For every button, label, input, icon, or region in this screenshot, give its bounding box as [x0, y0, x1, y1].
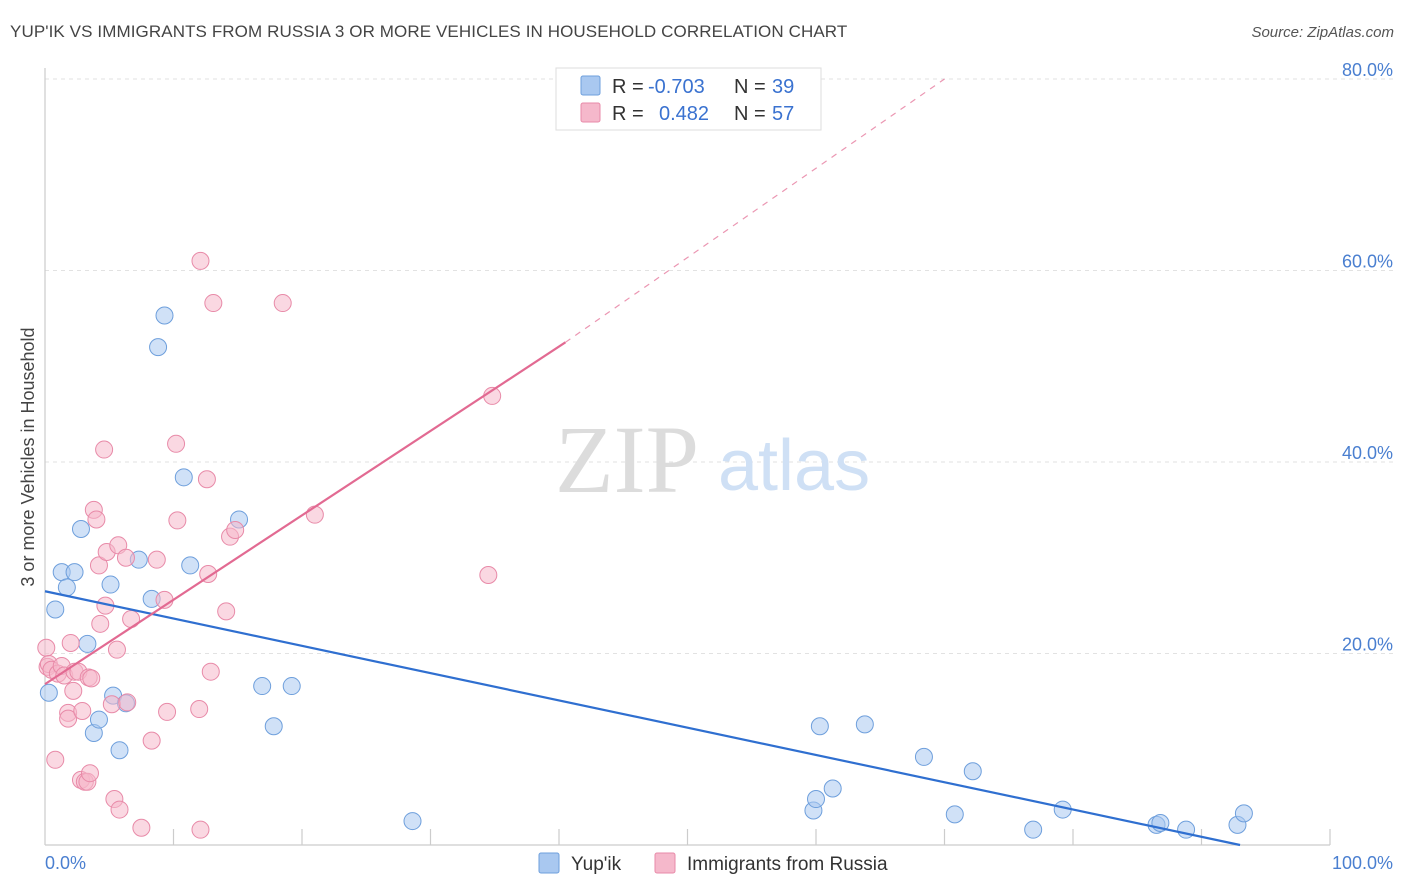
point-yupik — [282, 677, 301, 696]
point-yupik — [89, 710, 108, 729]
legend-r-label: R = — [612, 76, 644, 98]
point-yupik — [403, 812, 422, 831]
bottom-legend-swatch-russia — [654, 852, 676, 874]
correlation-legend: R = -0.703 N = 39 R = 0.482 N = 57 — [555, 67, 822, 131]
trend-lines — [44, 78, 1241, 847]
legend-n-label: N = — [734, 103, 766, 125]
point-russia — [116, 548, 135, 567]
legend-n-value: 39 — [772, 76, 794, 98]
point-yupik — [39, 683, 58, 702]
point-yupik — [1024, 820, 1043, 839]
legend-r-label: R = — [612, 103, 644, 125]
legend-r-value: -0.703 — [648, 76, 705, 98]
trend-line-russia-extension — [565, 78, 945, 343]
point-yupik — [807, 790, 825, 809]
legend-swatch-yupik — [580, 75, 601, 96]
point-yupik — [945, 805, 964, 824]
point-russia — [87, 510, 106, 529]
y-tick-label: 20.0% — [1342, 635, 1393, 655]
point-russia — [102, 695, 121, 714]
y-tick-label: 80.0% — [1342, 60, 1393, 80]
point-russia — [158, 702, 177, 721]
point-yupik — [71, 520, 90, 539]
point-yupik — [1234, 804, 1253, 823]
point-yupik — [181, 556, 200, 575]
x-axis-ticks — [172, 829, 1331, 845]
point-yupik — [264, 717, 283, 736]
point-russia — [95, 440, 114, 459]
point-russia — [217, 602, 236, 621]
point-russia — [191, 820, 210, 839]
point-russia — [89, 556, 108, 575]
point-russia — [46, 750, 65, 769]
point-russia — [305, 505, 324, 524]
x-tick-label-min: 0.0% — [45, 853, 86, 873]
point-yupik — [174, 468, 193, 487]
point-yupik — [253, 677, 272, 696]
point-yupik — [101, 575, 120, 594]
point-yupik — [149, 338, 168, 357]
point-russia — [82, 669, 101, 688]
trend-line-russia — [44, 341, 567, 686]
point-yupik — [57, 578, 76, 597]
source-label: Source: ZipAtlas.com — [1251, 24, 1394, 41]
point-russia — [37, 638, 56, 657]
bottom-legend-label-russia: Immigrants from Russia — [687, 854, 888, 875]
y-tick-label: 60.0% — [1342, 252, 1393, 272]
legend-r-value: 0.482 — [659, 103, 709, 125]
y-axis-label: 3 or more Vehicles in Household — [18, 327, 38, 586]
series-legend: Yup'ik Immigrants from Russia — [538, 852, 888, 875]
point-russia — [204, 294, 223, 313]
point-yupik — [155, 306, 174, 325]
point-russia — [273, 294, 292, 313]
point-russia — [59, 709, 78, 728]
point-yupik — [46, 600, 65, 619]
point-yupik — [963, 762, 982, 781]
y-tick-label: 40.0% — [1342, 443, 1393, 463]
point-russia — [91, 614, 110, 633]
point-russia — [201, 662, 220, 681]
point-russia — [132, 818, 151, 837]
watermark-zip: ZIP — [555, 406, 699, 513]
point-russia — [168, 511, 187, 530]
data-points — [37, 251, 1253, 839]
point-russia — [167, 434, 186, 453]
x-tick-label-max: 100.0% — [1332, 853, 1393, 873]
point-yupik — [78, 634, 97, 653]
point-russia — [190, 700, 209, 719]
y-tick-labels: 20.0% 40.0% 60.0% 80.0% — [1342, 60, 1393, 655]
point-yupik — [65, 563, 84, 582]
point-russia — [110, 800, 129, 819]
trend-line-yupik — [44, 590, 1241, 847]
point-russia — [147, 550, 166, 569]
point-yupik — [914, 747, 933, 766]
point-russia — [191, 251, 210, 270]
point-yupik — [823, 779, 842, 798]
legend-n-label: N = — [734, 76, 766, 98]
point-yupik — [110, 741, 129, 760]
point-russia — [479, 565, 498, 584]
point-russia — [142, 731, 161, 750]
point-russia — [226, 520, 245, 539]
point-russia — [64, 681, 83, 700]
point-russia — [197, 470, 216, 489]
point-russia — [107, 640, 126, 659]
grid — [45, 78, 1393, 654]
point-yupik — [855, 715, 874, 734]
point-russia — [199, 565, 218, 584]
bottom-legend-swatch-yupik — [538, 852, 560, 874]
point-russia — [80, 764, 99, 783]
legend-swatch-russia — [580, 102, 601, 123]
legend-n-value: 57 — [772, 103, 794, 125]
point-russia — [61, 633, 80, 652]
point-russia — [118, 693, 137, 712]
bottom-legend-label-yupik: Yup'ik — [571, 854, 622, 875]
chart-title: YUP'IK VS IMMIGRANTS FROM RUSSIA 3 OR MO… — [10, 22, 848, 41]
point-russia — [73, 701, 92, 720]
watermark-atlas: atlas — [718, 426, 870, 506]
point-yupik — [810, 717, 829, 736]
